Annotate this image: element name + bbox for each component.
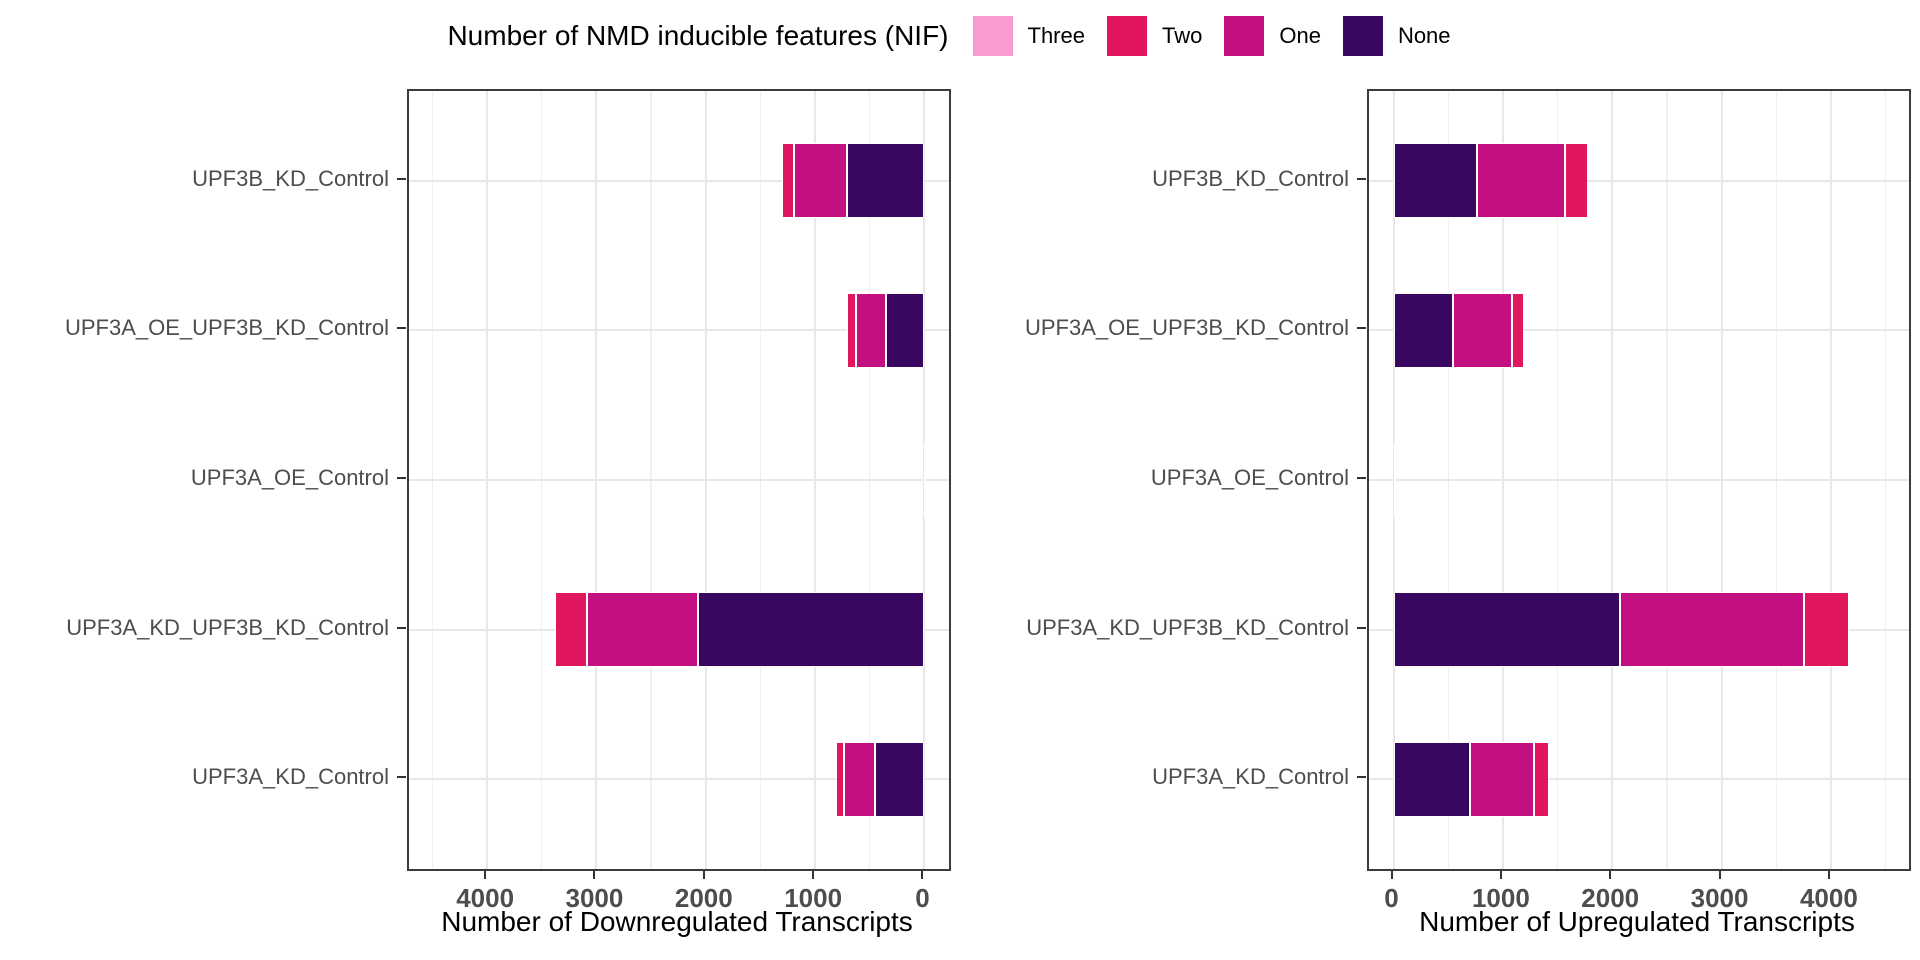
y-axis-label-upf3a_oe_upf3b_kd_control: UPF3A_OE_UPF3B_KD_Control <box>64 315 389 341</box>
x-tick-label: 4000 <box>1799 883 1858 913</box>
x-tick-mark <box>1390 871 1393 879</box>
x-tick-mark <box>484 871 487 879</box>
x-tick-label: 2000 <box>1581 883 1640 913</box>
legend-swatch-none <box>1342 16 1383 56</box>
bar-segment-none-upf3a_kd_control <box>875 741 925 817</box>
y-tick-mark <box>1357 776 1366 779</box>
bar-segment-two-upf3b_kd_control <box>1564 143 1589 219</box>
y-tick-mark <box>397 626 406 629</box>
y-tick-mark <box>1357 177 1366 180</box>
bar-segment-one-upf3a_oe_upf3b_kd_control <box>855 292 887 368</box>
bar-segment-two-upf3a_kd_control <box>1534 741 1550 817</box>
legend-label: One <box>1279 23 1321 48</box>
x-tick-label: 0 <box>1384 883 1399 913</box>
legend: Number of NMD inducible features (NIF) T… <box>0 12 1920 60</box>
y-tick-mark <box>397 477 406 479</box>
legend-label: None <box>1397 23 1451 48</box>
bar-segment-none-upf3a_kd_control <box>1393 741 1470 817</box>
y-tick-mark <box>397 327 406 330</box>
x-tick-mark <box>812 871 815 879</box>
bar-segment-two-upf3a_kd_upf3b_kd_control <box>1804 592 1849 668</box>
gridline-row <box>1369 778 1909 781</box>
x-tick-mark <box>921 871 924 879</box>
x-tick-label: 0 <box>915 883 930 913</box>
bar-segment-two-upf3b_kd_control <box>782 143 795 219</box>
legend-item-none: None <box>1342 16 1451 56</box>
legend-title: Number of NMD inducible features (NIF) <box>447 20 949 51</box>
y-axis-label-upf3a_oe_control: UPF3A_OE_Control <box>190 465 389 490</box>
bar-segment-two-upf3a_oe_upf3b_kd_control <box>1511 292 1524 368</box>
x-tick-mark <box>1718 871 1721 879</box>
bar-segment-one-upf3a_kd_control <box>1469 741 1535 817</box>
legend-swatch-two <box>1106 16 1147 56</box>
legend-swatch-three <box>972 16 1013 56</box>
x-tick-label: 3000 <box>565 883 624 913</box>
y-axis-label-upf3a_kd_control: UPF3A_KD_Control <box>192 764 389 790</box>
gridline-row <box>1369 329 1909 332</box>
y-axis-label-upf3a_oe_upf3b_kd_control: UPF3A_OE_UPF3B_KD_Control <box>1024 315 1349 341</box>
y-axis-label-upf3a_kd_control: UPF3A_KD_Control <box>1152 764 1349 790</box>
x-axis-title-upregulated: Number of Upregulated Transcripts <box>1419 906 1855 937</box>
gridline-row <box>409 179 949 182</box>
bar-segment-one-upf3a_kd_control <box>843 741 876 817</box>
bar-segment-none-upf3b_kd_control <box>1393 143 1477 219</box>
x-tick-label: 3000 <box>1690 883 1749 913</box>
y-axis-label-upf3a_kd_upf3b_kd_control: UPF3A_KD_UPF3B_KD_Control <box>1026 614 1349 640</box>
bar-segment-two-upf3a_oe_control <box>923 442 926 518</box>
upregulated-plot-panel <box>1367 89 1911 871</box>
y-axis-label-upf3b_kd_control: UPF3B_KD_Control <box>1152 165 1349 191</box>
gridline-row <box>409 329 949 332</box>
bar-segment-one-upf3b_kd_control <box>794 143 847 219</box>
bar-segment-none-upf3a_oe_upf3b_kd_control <box>1393 292 1454 368</box>
bar-segment-two-upf3a_oe_upf3b_kd_control <box>846 292 856 368</box>
x-axis-title-downregulated: Number of Downregulated Transcripts <box>441 906 913 937</box>
legend-item-two: Two <box>1106 16 1203 56</box>
gridline-row <box>409 479 949 481</box>
y-axis-label-upf3b_kd_control: UPF3B_KD_Control <box>192 165 389 191</box>
legend-item-one: One <box>1224 16 1321 56</box>
x-tick-label: 1000 <box>1471 883 1530 913</box>
legend-items: Three Two One None <box>972 16 1473 56</box>
x-tick-label: 2000 <box>674 883 733 913</box>
gridline-row <box>1369 479 1909 481</box>
bar-segment-none-upf3a_oe_upf3b_kd_control <box>886 292 925 368</box>
x-tick-mark <box>1609 871 1612 879</box>
bar-segment-none-upf3b_kd_control <box>846 143 925 219</box>
bar-segment-one-upf3a_kd_upf3b_kd_control <box>586 592 698 668</box>
gridline-row <box>409 778 949 781</box>
y-axis-label-upf3a_oe_control: UPF3A_OE_Control <box>1150 465 1349 490</box>
bar-segment-two-upf3a_oe_control <box>1394 442 1397 518</box>
bar-segment-one-upf3b_kd_control <box>1476 143 1565 219</box>
bar-segment-none-upf3a_kd_upf3b_kd_control <box>1393 592 1621 668</box>
bar-segment-none-upf3a_kd_upf3b_kd_control <box>697 592 925 668</box>
bar-segment-two-upf3a_kd_control <box>836 741 844 817</box>
y-tick-mark <box>397 177 406 180</box>
x-tick-mark <box>593 871 596 879</box>
x-tick-label: 1000 <box>784 883 843 913</box>
legend-item-three: Three <box>972 16 1085 56</box>
bar-segment-one-upf3a_oe_upf3b_kd_control <box>1453 292 1512 368</box>
bar-segment-two-upf3a_kd_upf3b_kd_control <box>554 592 587 668</box>
legend-label: Two <box>1161 23 1203 48</box>
x-tick-mark <box>1827 871 1830 879</box>
x-tick-label: 4000 <box>456 883 515 913</box>
y-tick-mark <box>397 776 406 779</box>
y-tick-mark <box>1357 327 1366 330</box>
legend-label: Three <box>1027 23 1085 48</box>
x-tick-mark <box>702 871 705 879</box>
legend-swatch-one <box>1224 16 1265 56</box>
gridline-row <box>1369 179 1909 182</box>
y-axis-label-upf3a_kd_upf3b_kd_control: UPF3A_KD_UPF3B_KD_Control <box>66 614 389 640</box>
y-tick-mark <box>1357 477 1366 479</box>
y-tick-mark <box>1357 626 1366 629</box>
bar-segment-one-upf3a_kd_upf3b_kd_control <box>1620 592 1805 668</box>
downregulated-plot-panel <box>407 89 951 871</box>
x-tick-mark <box>1499 871 1502 879</box>
